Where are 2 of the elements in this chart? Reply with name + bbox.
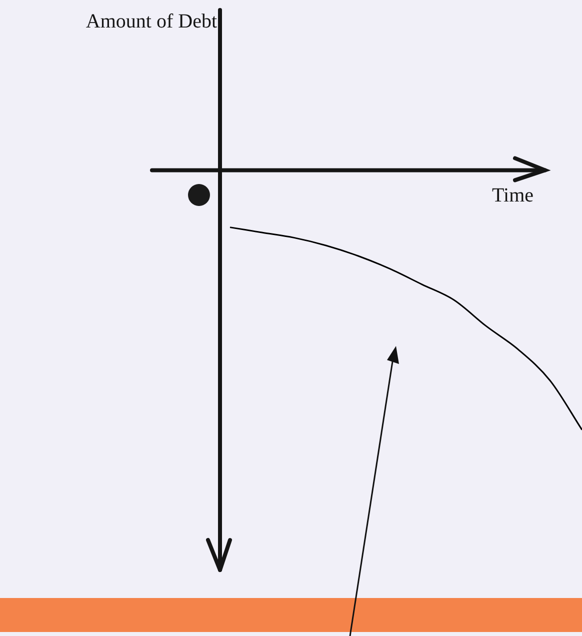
x-axis-title: Time xyxy=(492,184,534,206)
text: Amount of Debt xyxy=(86,10,218,32)
